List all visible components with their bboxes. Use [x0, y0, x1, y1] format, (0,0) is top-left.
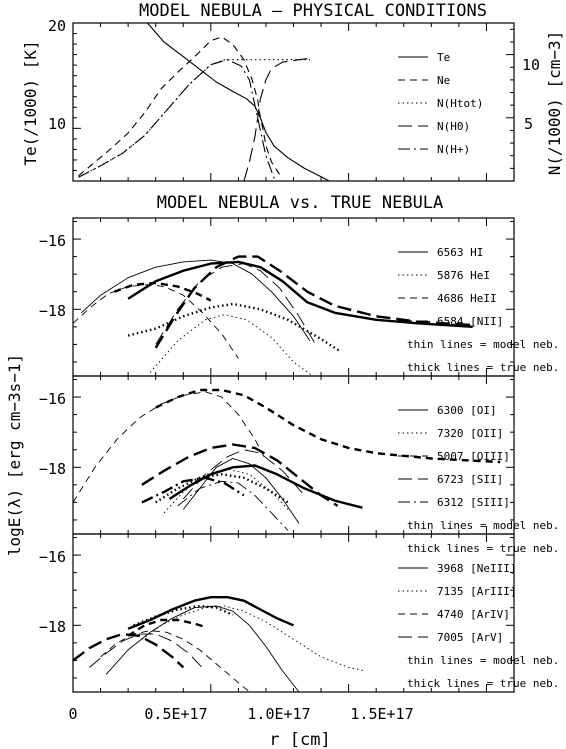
panel1-curves: [78, 22, 330, 182]
legend-label: N(H0): [437, 120, 470, 133]
xtick-1p0: 1.0E+17: [247, 705, 310, 723]
legend-note: thin lines = model neb.: [407, 338, 559, 351]
panel-hydrogen-helium-nitrogen: −16 −18 6563 HI 5876 HeI 4686 HeII 6584 [NI…: [39, 217, 559, 377]
model-curve-3968-neiii-: [105, 605, 300, 693]
model-curve-4686-heii: [72, 284, 239, 359]
true-curve-7320-oii-: [155, 473, 289, 504]
panel4-legend: 3968 [NeIII] 7135 [ArIII] 4740 [ArIV] 7005 …: [398, 562, 559, 690]
curve-ne: [78, 36, 281, 177]
panel-oxygen-sulfur: −16 −18 6300 [OI] 7320 [OII] 5007 [OIII] 67…: [39, 375, 559, 555]
true-curve-5876-hei: [127, 302, 342, 353]
panel1-ytick-20: 20: [48, 17, 66, 35]
legend-label: 6300 [OI]: [437, 404, 497, 417]
model-curve-7005-arv-: [89, 633, 206, 672]
legend-label: 5007 [OIII]: [437, 450, 510, 463]
model-curve-5876-hei: [149, 314, 314, 377]
panel3-ticks: [72, 376, 515, 534]
legend-label: 6723 [SII]: [437, 473, 503, 486]
legend-label: 6312 [SIII]: [437, 496, 510, 509]
xtick-1p5: 1.5E+17: [350, 705, 413, 723]
xtick-0: 0: [68, 705, 77, 723]
legend-note: thick lines = true neb.: [407, 361, 559, 374]
legend-label: 7135 [ArIII]: [437, 585, 516, 598]
panel1-ylabel-left: Te(/1000) [K]: [21, 40, 40, 165]
panel3-legend: 6300 [OI] 7320 [OII] 5007 [OIII] 6723 [SII]…: [398, 404, 559, 555]
panel2-legend: 6563 HI 5876 HeI 4686 HeII 6584 [NII] thin l…: [398, 246, 559, 374]
true-curve-6300-oi-: [168, 464, 363, 509]
legend-label: 6584 [NII]: [437, 315, 503, 328]
true-curve-6584-nii-: [154, 255, 473, 349]
legend-note: thin lines = model neb.: [407, 654, 559, 667]
panel1-rtick-10: 10: [522, 56, 540, 74]
shared-y-axis-label: logE(λ) [erg cm−3s−1]: [5, 354, 24, 556]
legend-label: Te: [437, 51, 450, 64]
panel4-ticks: [72, 534, 515, 692]
curve-n-h-: [78, 59, 275, 179]
legend-label: 3968 [NeIII]: [437, 562, 516, 575]
model-curve-5007-oiii-: [72, 391, 267, 503]
curve-te: [146, 22, 330, 182]
panel2-ytick-18: −18: [39, 302, 66, 320]
panel3-ytick-16: −16: [39, 390, 66, 408]
panel-physical-conditions: MODEL NEBULA – PHYSICAL CONDITIONS 20 10…: [21, 1, 564, 182]
legend-label: 7005 [ArV]: [437, 631, 503, 644]
panel4-curves: [72, 596, 366, 693]
panel1-rtick-5: 5: [524, 115, 533, 133]
x-axis-label: r [cm]: [269, 730, 330, 749]
legend-label: N(H+): [437, 143, 470, 156]
true-curve-7135-ariii-: [133, 604, 234, 627]
model-curve-6584-nii-: [155, 263, 316, 345]
panel1-ylabel-right: N(/1000) [cm−3]: [545, 31, 564, 176]
panel4-ytick-16: −16: [39, 548, 66, 566]
true-curve-3968-neiii-: [127, 596, 294, 630]
model-curve-6300-oi-: [182, 458, 300, 524]
panel1-title: MODEL NEBULA – PHYSICAL CONDITIONS: [139, 1, 487, 21]
panel1-ytick-10: 10: [48, 115, 66, 133]
model-curve-4740-ariv-: [100, 630, 266, 693]
legend-note: thick lines = true neb.: [407, 542, 559, 555]
legend-label: 5876 HeI: [437, 269, 490, 282]
legend-note: thin lines = model neb.: [407, 519, 559, 532]
legend-label: N(Htot): [437, 97, 483, 110]
curve-n-htot-: [78, 59, 310, 178]
xtick-0p5: 0.5E+17: [144, 705, 207, 723]
model-curve-6563-hi: [80, 259, 311, 342]
panel1-legend: Te Ne N(Htot) N(H0) N(H+): [398, 51, 483, 156]
panel4-ytick-18: −18: [39, 618, 66, 636]
true-curve-7005-arv-: [72, 632, 185, 669]
panel2-ticks: [72, 218, 515, 376]
curve-n-h0-: [243, 57, 311, 182]
true-curve-4686-heii: [113, 281, 212, 302]
legend-label: Ne: [437, 74, 450, 87]
panel-neon-argon: −16 −18 3968 [NeIII] 7135 [ArIII] 4740 [Ar…: [39, 533, 559, 749]
true-curve-6563-hi: [127, 260, 473, 328]
model-curve-6723-sii-: [182, 449, 305, 500]
panel1-ticks: [72, 22, 515, 182]
panel2-curves: [72, 255, 473, 377]
panel3-curves: [72, 388, 501, 531]
model-curve-6312-siii-: [177, 480, 289, 531]
panel2-title: MODEL NEBULA vs. TRUE NEBULA: [157, 193, 444, 213]
true-curve-6312-siii-: [141, 476, 245, 504]
legend-label: 4740 [ArIV]: [437, 608, 510, 621]
panel2-ytick-16: −16: [39, 232, 66, 250]
model-curve-7135-ariii-: [141, 605, 366, 672]
true-curve-6723-sii-: [141, 443, 339, 507]
panel3-ytick-18: −18: [39, 460, 66, 478]
legend-label: 6563 HI: [437, 246, 483, 259]
legend-note: thick lines = true neb.: [407, 677, 559, 690]
true-curve-5007-oiii-: [155, 388, 501, 464]
true-curve-4740-ariv-: [127, 618, 206, 637]
legend-label: 7320 [OII]: [437, 427, 503, 440]
legend-label: 4686 HeII: [437, 292, 497, 305]
